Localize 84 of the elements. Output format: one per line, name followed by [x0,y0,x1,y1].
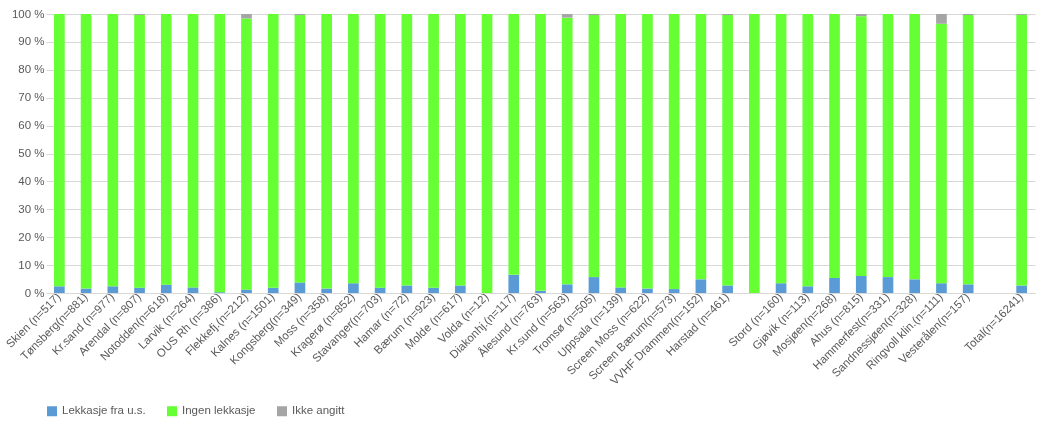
bar [214,14,226,293]
bar [588,15,600,278]
bar [241,18,252,290]
bar [187,14,199,288]
bar [829,14,840,278]
bar [187,287,199,293]
y-tick-label: 70 % [18,91,45,104]
y-tick-label: 30 % [18,202,45,215]
bar [829,277,840,293]
bar [160,14,172,285]
bar [401,285,413,293]
bar [241,14,252,19]
bar [535,14,546,291]
bar [561,17,573,285]
bar [374,14,386,288]
y-tick-label: 20 % [18,230,45,243]
bar [962,15,974,285]
bar [802,286,814,293]
bar [748,14,760,293]
bar [321,288,333,293]
legend-label: Ikke angitt [292,404,346,417]
bar [775,283,787,293]
bar [481,14,493,293]
bar [722,15,733,286]
bar [54,14,65,287]
bar [428,14,439,288]
bar [962,284,974,293]
bar [508,274,520,293]
bar [267,14,279,288]
legend-label: Lekkasje fra u.s. [62,404,146,417]
bar [428,287,439,293]
bar [561,284,573,293]
bar [134,14,145,288]
bar [695,14,707,280]
y-tick-label: 60 % [18,119,45,132]
bar [668,289,680,293]
y-tick-label: 100 % [11,7,45,20]
bar [454,285,466,293]
bar [855,16,867,276]
y-tick-label: 10 % [18,258,45,271]
y-tick-label: 50 % [18,147,45,159]
bar [1016,285,1027,293]
bar [241,289,252,293]
bar [80,14,92,289]
y-tick-label: 40 % [18,174,45,187]
bar [588,277,600,293]
bar [855,14,867,17]
bar [775,14,787,284]
bar [54,286,65,293]
bar [160,284,172,293]
bar [882,277,894,293]
bar [909,279,921,293]
bar [107,14,119,287]
y-tick-label: 90 % [18,35,45,48]
bar [401,14,413,286]
y-tick-label: 80 % [18,63,45,76]
bar [668,14,680,290]
bar [134,287,145,293]
bar [535,290,546,293]
bar [936,283,947,293]
bar [722,285,733,293]
bar [695,279,707,293]
bar [561,14,573,18]
bar [882,14,894,278]
bar [615,14,627,288]
bar [348,14,359,284]
bar [909,14,921,280]
bar [267,287,279,293]
bar [294,282,306,293]
bar [1016,14,1027,286]
bar [642,288,653,293]
bar [936,23,947,284]
bar [454,14,466,286]
bar [294,15,306,283]
bar [321,14,333,289]
bar [508,14,520,275]
legend-label: Ingen lekkasje [182,404,256,417]
bar [936,14,947,24]
bar [615,287,627,293]
bar [855,275,867,293]
bar [802,14,814,287]
bar [348,283,359,293]
bar [642,14,653,289]
bar [107,286,119,293]
